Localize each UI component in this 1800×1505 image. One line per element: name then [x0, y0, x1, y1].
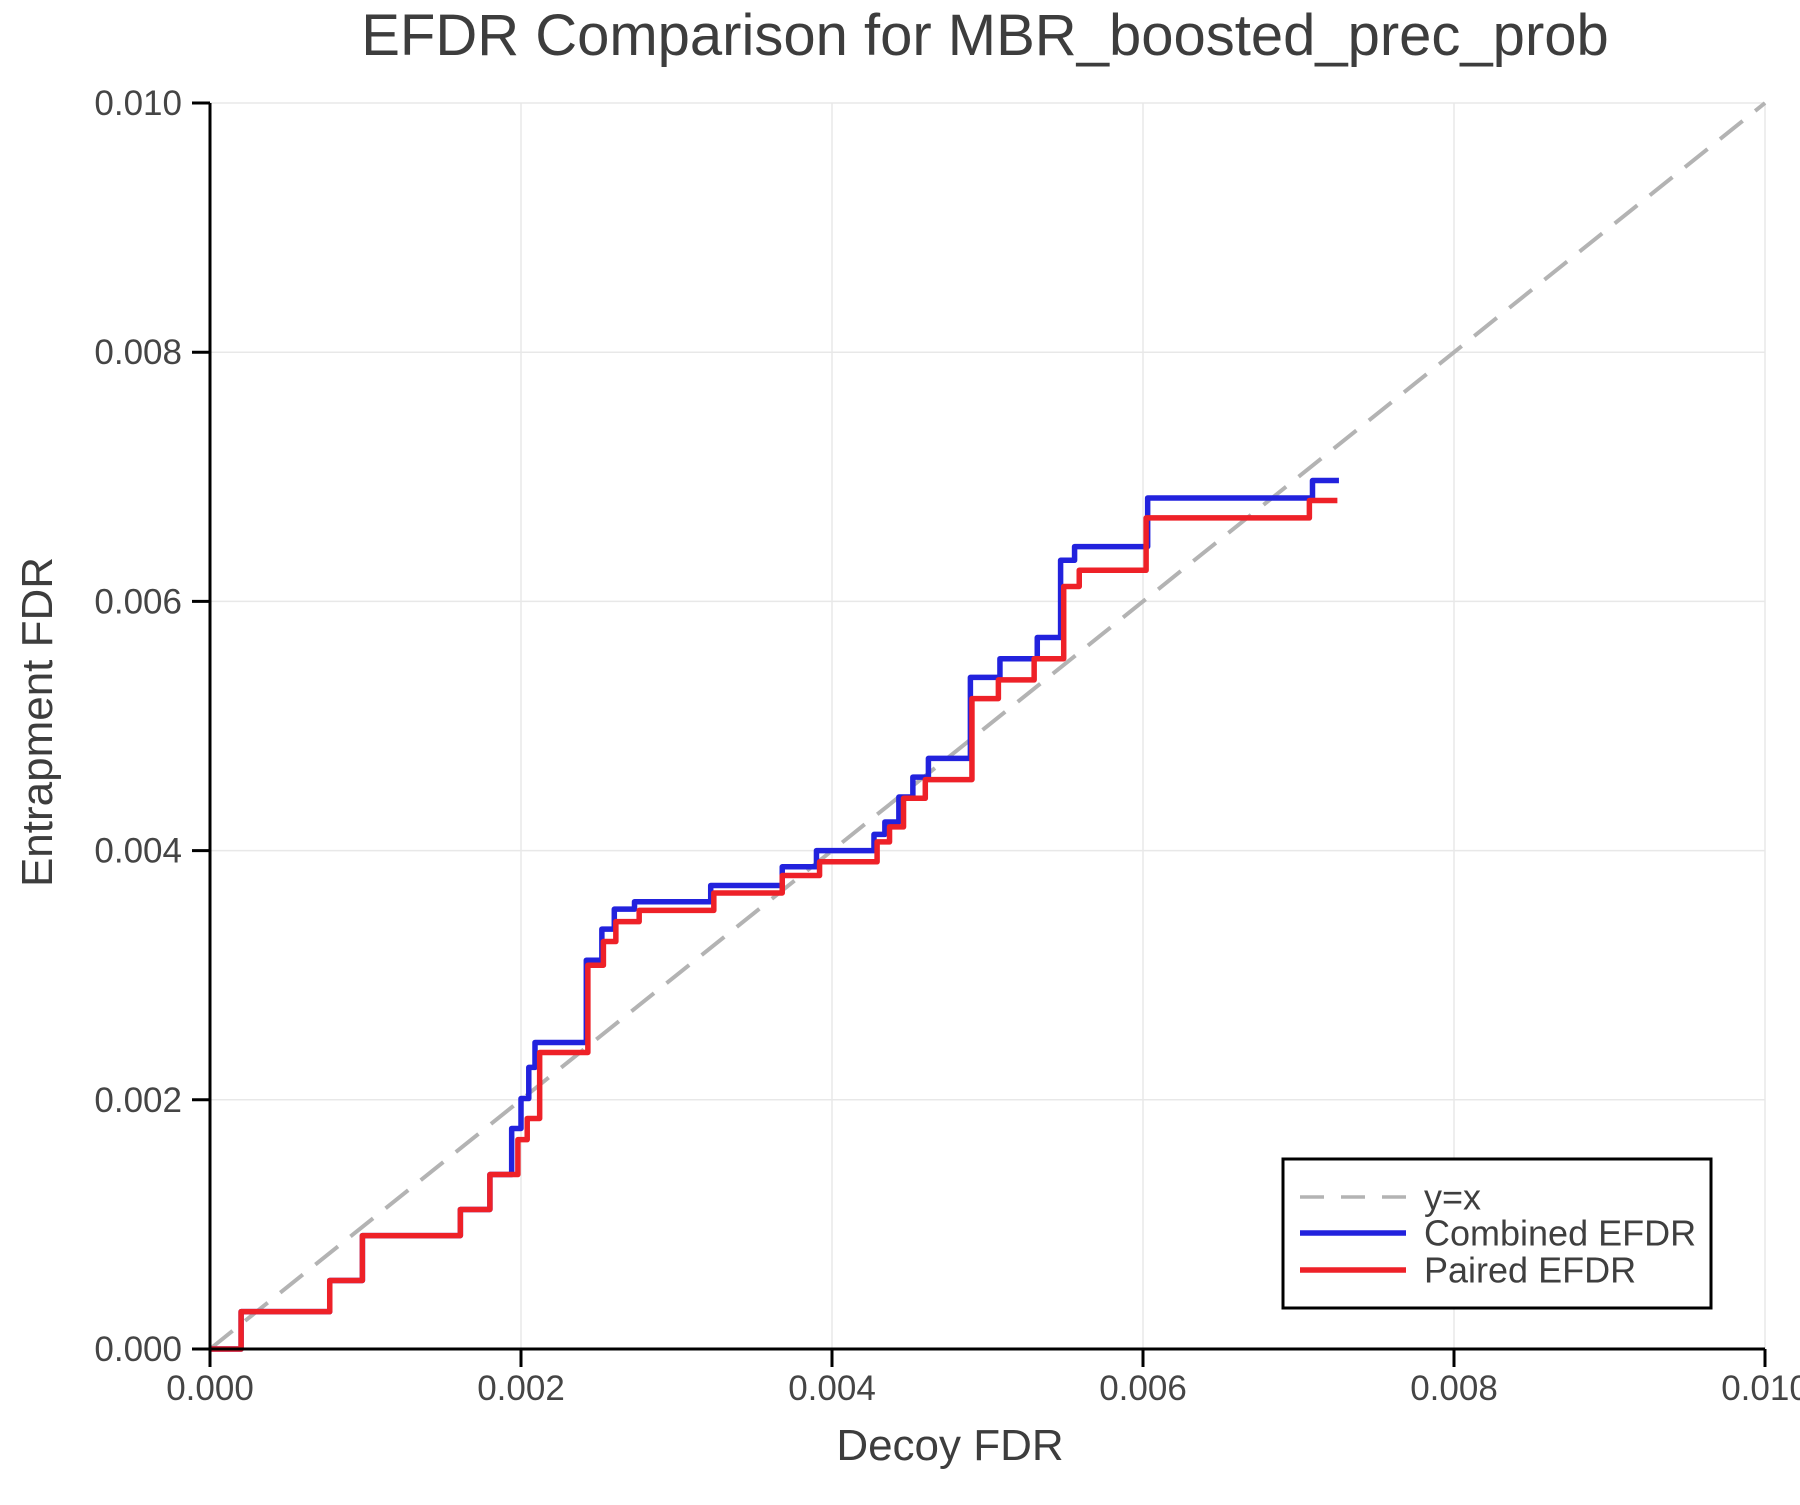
legend-label-identity: y=x: [1424, 1177, 1481, 1218]
chart-title: EFDR Comparison for MBR_boosted_prec_pro…: [361, 3, 1609, 68]
y-tick-label: 0.008: [94, 333, 182, 372]
y-tick-label: 0.000: [94, 1330, 182, 1369]
y-tick-label: 0.006: [94, 582, 182, 621]
y-tick-label: 0.004: [94, 832, 182, 871]
combined-efdr-line: [210, 477, 1339, 1352]
legend-label-combined: Combined EFDR: [1424, 1213, 1696, 1254]
x-tick-label: 0.000: [166, 1369, 254, 1408]
x-axis-label: Decoy FDR: [836, 1421, 1063, 1470]
legend: y=x Combined EFDR Paired EFDR: [1281, 1157, 1713, 1310]
y-tick-label: 0.002: [94, 1081, 182, 1120]
x-tick-label: 0.004: [788, 1369, 876, 1408]
y-tick-label: 0.010: [94, 84, 182, 123]
x-tick-label: 0.010: [1721, 1369, 1800, 1408]
paired-efdr-line: [210, 497, 1338, 1352]
y-x-line: [208, 101, 1767, 1351]
x-tick-label: 0.006: [1099, 1369, 1187, 1408]
legend-label-paired: Paired EFDR: [1424, 1250, 1636, 1291]
y-axis-label: Entrapment FDR: [13, 557, 62, 887]
x-tick-label: 0.002: [477, 1369, 565, 1408]
series-layer: [208, 101, 1767, 1352]
axis-layer: 0.000 0.002 0.004 0.006 0.008 0.010 0.000 0.002…: [94, 84, 1800, 1408]
x-tick-label: 0.008: [1410, 1369, 1498, 1408]
